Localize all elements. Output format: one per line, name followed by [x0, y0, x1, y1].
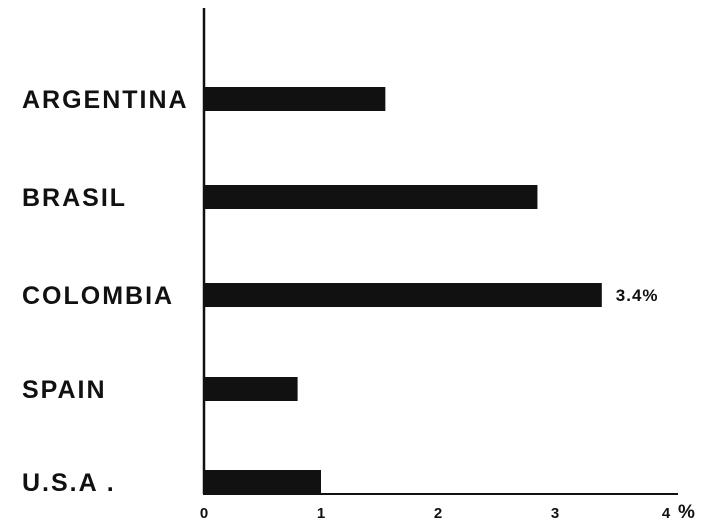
- x-tick-label: 2: [434, 505, 442, 522]
- category-label: BRASIL: [22, 184, 127, 212]
- category-label: U.S.A .: [22, 469, 116, 497]
- bar: [204, 87, 386, 111]
- x-tick-label: 0: [200, 505, 208, 522]
- x-tick-label: 1: [317, 505, 325, 522]
- bar: [204, 470, 321, 494]
- bar: [204, 377, 298, 401]
- bar: [204, 283, 602, 307]
- data-label: 3.4%: [616, 286, 659, 305]
- category-label: COLOMBIA: [22, 282, 174, 310]
- category-label: ARGENTINA: [22, 86, 189, 114]
- bar: [204, 185, 538, 209]
- x-unit-label: %: [678, 502, 695, 523]
- x-tick-label: 3: [551, 505, 559, 522]
- x-tick-label: 4: [662, 505, 671, 522]
- category-label: SPAIN: [22, 376, 107, 404]
